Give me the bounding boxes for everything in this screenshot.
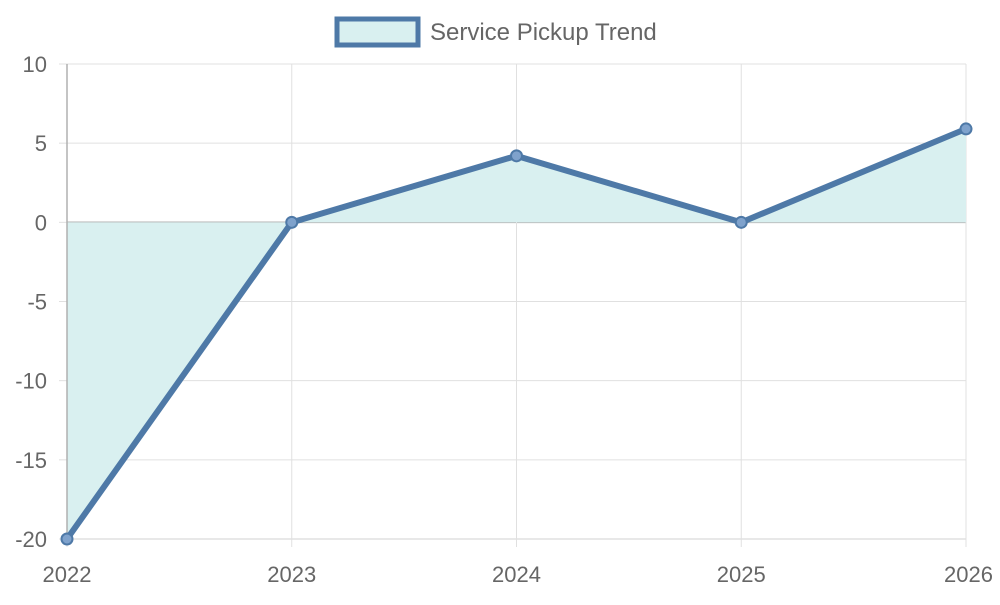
series-area-fill <box>67 128 966 539</box>
x-axis-tick-labels: 2022 2023 2024 2025 2026 <box>43 562 993 587</box>
y-tick-label: -10 <box>15 369 47 394</box>
legend-swatch-service-pickup-trend <box>334 16 421 48</box>
data-point <box>285 215 299 229</box>
x-tick-label: 2025 <box>717 562 766 587</box>
x-tick-label: 2026 <box>944 562 993 587</box>
data-points <box>60 122 973 546</box>
y-tick-label: -20 <box>15 527 47 552</box>
data-point <box>959 122 973 136</box>
x-tick-label: 2022 <box>43 562 92 587</box>
data-point <box>60 532 74 546</box>
y-tick-label: 0 <box>35 210 47 235</box>
area-fill-layer <box>67 128 966 539</box>
legend-label-service-pickup-trend: Service Pickup Trend <box>430 19 657 46</box>
data-point <box>510 149 523 163</box>
y-tick-label: -15 <box>15 448 47 473</box>
y-tick-label: 10 <box>23 52 47 77</box>
axes <box>66 64 966 540</box>
x-tick-label: 2023 <box>267 562 316 587</box>
y-tick-label: 5 <box>35 131 47 156</box>
x-tick-label: 2024 <box>492 562 541 587</box>
y-tick-label: -5 <box>27 290 47 315</box>
legend[interactable]: Service Pickup Trend <box>334 16 657 48</box>
y-axis-tick-labels: 10 5 0 -5 -10 -15 -20 <box>15 52 47 552</box>
data-point <box>734 215 748 229</box>
